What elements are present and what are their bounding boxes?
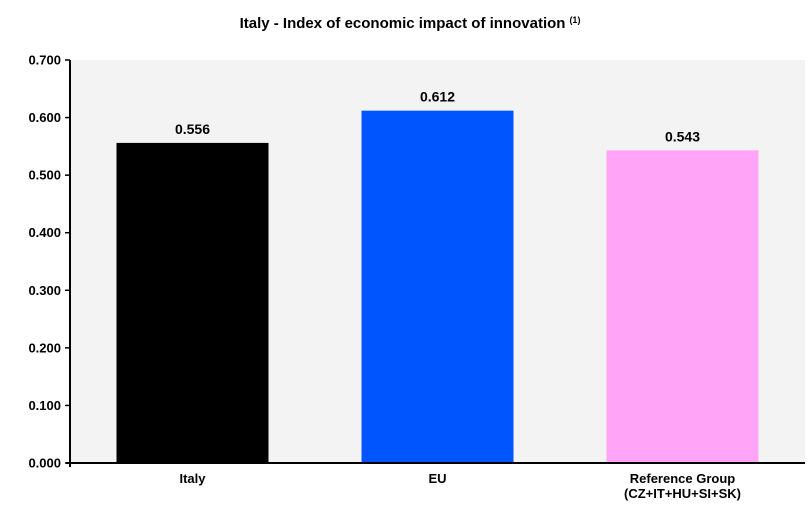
- bar: [606, 150, 759, 463]
- y-tick-label: 0.600: [28, 110, 61, 125]
- chart-title: Italy - Index of economic impact of inno…: [240, 15, 581, 32]
- x-tick-label: (CZ+IT+HU+SI+SK): [624, 486, 741, 501]
- data-label: 0.612: [420, 89, 455, 105]
- y-tick-label: 0.700: [28, 53, 61, 68]
- chart-title-superscript: (1): [569, 15, 580, 25]
- y-tick-label: 0.500: [28, 168, 61, 183]
- bar: [361, 110, 514, 464]
- y-tick-label: 0.200: [28, 340, 61, 355]
- x-tick-label: Reference Group: [630, 471, 736, 486]
- data-label: 0.556: [175, 121, 210, 137]
- data-labels: 0.556 0.612 0.543: [175, 89, 700, 145]
- chart-title-text: Italy - Index of economic impact of inno…: [240, 15, 566, 32]
- x-axis-labels: Italy EU Reference Group(CZ+IT+HU+SI+SK): [179, 471, 741, 501]
- y-tick-label: 0.300: [28, 283, 61, 298]
- bars: [116, 110, 759, 464]
- y-tick-label: 0.000: [28, 456, 61, 471]
- data-label: 0.543: [665, 128, 700, 144]
- bar: [116, 142, 269, 463]
- x-tick-label: Italy: [179, 471, 206, 486]
- y-tick-label: 0.100: [28, 398, 61, 413]
- x-tick-label: EU: [428, 471, 446, 486]
- y-tick-label: 0.400: [28, 225, 61, 240]
